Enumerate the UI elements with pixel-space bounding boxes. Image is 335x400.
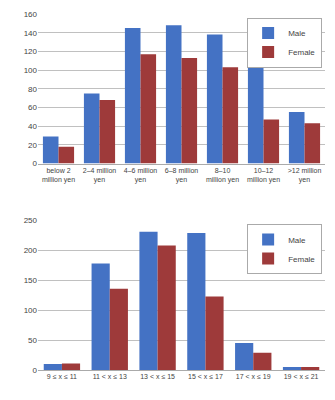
svg-text:15 < x ≤ 17: 15 < x ≤ 17 xyxy=(188,373,223,380)
svg-text:19 < x ≤ 21: 19 < x ≤ 21 xyxy=(284,373,319,380)
svg-text:0: 0 xyxy=(33,366,38,375)
svg-text:140: 140 xyxy=(24,28,38,37)
svg-text:4–6 millionyen: 4–6 millionyen xyxy=(124,167,158,184)
svg-text:13 < x ≤ 15: 13 < x ≤ 15 xyxy=(140,373,175,380)
svg-text:0: 0 xyxy=(33,159,38,168)
svg-text:160: 160 xyxy=(24,10,38,19)
svg-text:80: 80 xyxy=(28,85,37,94)
svg-text:17 < x ≤ 19: 17 < x ≤ 19 xyxy=(236,373,271,380)
svg-text:100: 100 xyxy=(24,306,38,315)
svg-text:120: 120 xyxy=(24,47,38,56)
svg-text:Male: Male xyxy=(288,29,306,38)
svg-text:Female: Female xyxy=(288,255,315,264)
svg-text:2–4 millionyen: 2–4 millionyen xyxy=(83,167,117,184)
svg-text:6–8 millionyen: 6–8 millionyen xyxy=(165,167,199,184)
svg-text:200: 200 xyxy=(24,246,38,255)
svg-text:8–10million yen: 8–10million yen xyxy=(206,167,239,184)
svg-text:60: 60 xyxy=(28,103,37,112)
svg-text:Male: Male xyxy=(288,236,306,245)
svg-text:>12 millionyen: >12 millionyen xyxy=(288,167,322,184)
svg-text:40: 40 xyxy=(28,122,37,131)
svg-text:10–12million yen: 10–12million yen xyxy=(247,167,280,184)
svg-text:11 < x ≤ 13: 11 < x ≤ 13 xyxy=(93,373,127,380)
svg-text:below 2million yen: below 2million yen xyxy=(42,167,75,184)
svg-text:150: 150 xyxy=(24,276,38,285)
svg-text:250: 250 xyxy=(24,216,38,225)
svg-text:9 ≤ x ≤ 11: 9 ≤ x ≤ 11 xyxy=(47,373,77,380)
svg-text:50: 50 xyxy=(28,336,37,345)
svg-text:Female: Female xyxy=(288,48,315,57)
svg-text:100: 100 xyxy=(24,66,38,75)
svg-text:20: 20 xyxy=(28,141,37,150)
